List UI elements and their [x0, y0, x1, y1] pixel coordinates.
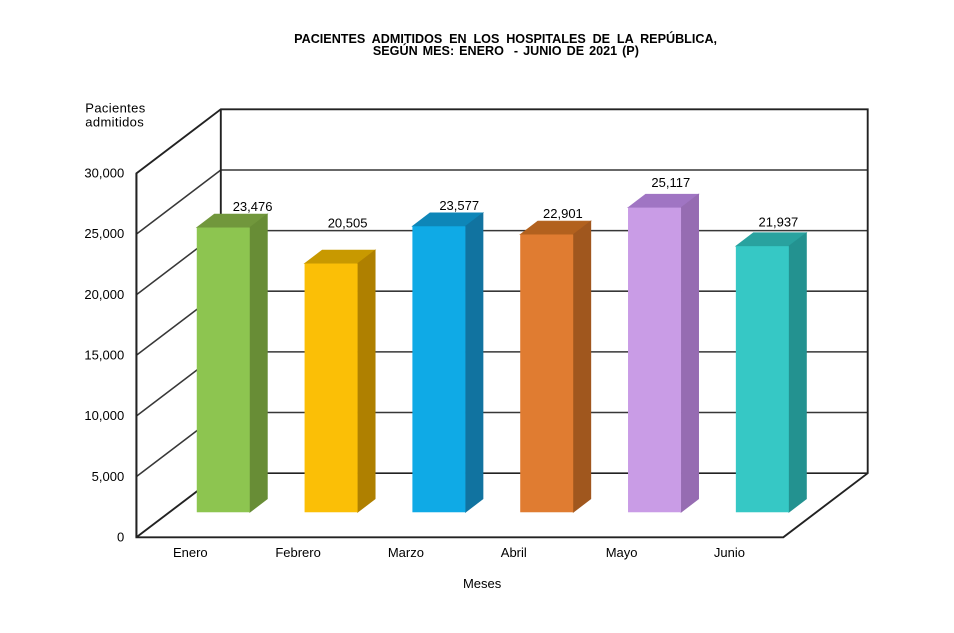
svg-text:10,000: 10,000 — [84, 408, 124, 423]
svg-text:Mayo: Mayo — [606, 545, 638, 560]
svg-text:23,577: 23,577 — [439, 198, 479, 213]
svg-text:Abril: Abril — [501, 545, 527, 560]
svg-text:Marzo: Marzo — [388, 545, 424, 560]
svg-text:25,117: 25,117 — [651, 175, 690, 190]
svg-text:20,000: 20,000 — [84, 287, 124, 302]
svg-text:21,937: 21,937 — [759, 214, 799, 229]
svg-text:30,000: 30,000 — [84, 166, 124, 181]
svg-text:5,000: 5,000 — [92, 469, 125, 484]
svg-text:22,901: 22,901 — [543, 206, 583, 221]
svg-text:Meses: Meses — [463, 576, 502, 591]
svg-text:Junio: Junio — [714, 545, 745, 560]
svg-text:0: 0 — [117, 530, 124, 545]
svg-text:Enero: Enero — [173, 545, 208, 560]
svg-text:PACIENTES ADMITIDOS EN LOS HOS: PACIENTES ADMITIDOS EN LOS HOSPITALES DE… — [294, 31, 717, 46]
svg-text:Pacientes: Pacientes — [85, 100, 145, 115]
svg-text:25,000: 25,000 — [84, 226, 124, 241]
svg-text:Febrero: Febrero — [275, 545, 321, 560]
svg-text:admitidos: admitidos — [85, 115, 144, 130]
svg-text:20,505: 20,505 — [328, 215, 368, 230]
svg-text:SEGÚN MES: ENERO - JUNIO DE 2: SEGÚN MES: ENERO - JUNIO DE 2021 (P) — [373, 43, 639, 58]
svg-text:15,000: 15,000 — [84, 348, 124, 363]
svg-text:23,476: 23,476 — [233, 199, 273, 214]
